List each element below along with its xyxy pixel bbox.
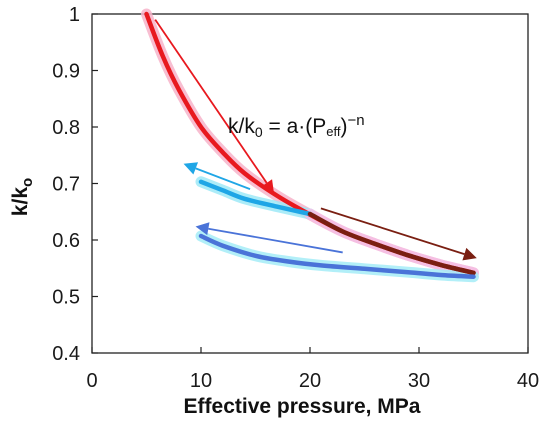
- equation-coef: a·(P: [287, 115, 327, 138]
- direction-arrow-1: [154, 19, 275, 194]
- unloading-cycle-2-line: [198, 233, 476, 279]
- y-axis-title-sub: o: [19, 178, 36, 187]
- y-tick-label: 0.4: [52, 343, 80, 365]
- arrow-layer: [154, 19, 477, 261]
- equation-middle: =: [263, 115, 287, 138]
- equation-lhs-main: k/k: [228, 115, 255, 138]
- arrow-shaft: [154, 19, 268, 184]
- y-tick-label: 0.5: [52, 287, 80, 309]
- y-tick-label: 0.7: [52, 174, 80, 196]
- equation-lhs-sub: 0: [255, 124, 263, 140]
- loading-cycle-1-line: [144, 11, 476, 276]
- direction-arrow-4: [195, 222, 343, 254]
- equation-subscript: eff: [326, 124, 341, 139]
- equation-superscript: −n: [347, 112, 364, 129]
- y-tick-label: 0.6: [52, 230, 80, 252]
- x-tick-label: 20: [299, 370, 321, 392]
- arrow-shaft: [208, 227, 343, 254]
- y-axis-ticks: 0.4 0.5 0.6 0.7 0.8 0.9 1: [52, 4, 98, 365]
- x-tick-label: 10: [190, 370, 212, 392]
- equation-tail: ): [340, 115, 347, 138]
- unloading-cycle-2-glow: [195, 230, 479, 283]
- series-layer: [141, 8, 479, 283]
- direction-arrow-3: [320, 207, 477, 261]
- reloading-cycle-2-line: [307, 211, 476, 276]
- direction-arrow-2: [183, 162, 251, 190]
- y-tick-label: 1: [69, 4, 80, 26]
- y-tick-label: 0.8: [52, 117, 80, 139]
- x-tick-label: 40: [517, 370, 539, 392]
- arrow-head: [462, 247, 477, 261]
- arrow-head: [261, 179, 275, 194]
- y-axis-title: k/ko: [9, 178, 36, 216]
- x-tick-label: 0: [86, 370, 97, 392]
- arrow-shaft: [320, 207, 465, 255]
- plot-frame: [91, 13, 529, 354]
- arrow-head: [183, 162, 199, 175]
- x-axis-title: Effective pressure, MPa: [184, 395, 421, 418]
- unloading-cycle-1-line: [198, 179, 313, 217]
- x-axis-ticks: 0 10 20 30 40: [86, 347, 539, 392]
- y-tick-label: 0.9: [52, 61, 80, 83]
- equation-annotation: k/k0 = a·(Peff)−n: [228, 112, 365, 140]
- arrow-shaft: [195, 167, 251, 190]
- loading-cycle-1-glow: [141, 8, 479, 279]
- x-tick-label: 30: [408, 370, 430, 392]
- arrow-head: [195, 222, 210, 236]
- y-axis-title-main: k/k: [9, 187, 32, 217]
- plot-border: [91, 13, 529, 354]
